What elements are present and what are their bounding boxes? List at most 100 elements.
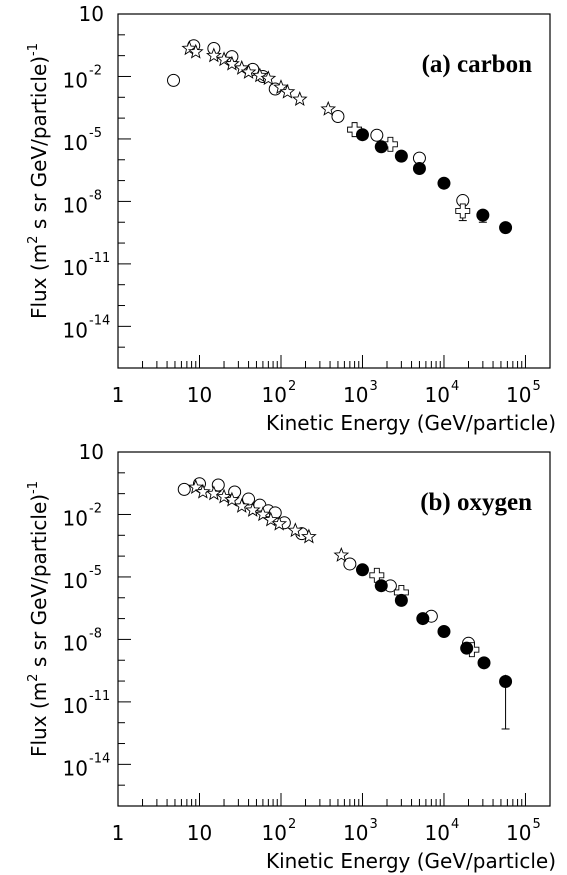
x-tick-label: 10: [343, 383, 368, 407]
open-star-point: [187, 43, 204, 59]
y-tick-label: 10: [63, 631, 88, 655]
open-star-point: [233, 59, 250, 75]
open-star-point: [333, 547, 350, 562]
open-star-point: [255, 506, 271, 522]
plot-frame: [117, 13, 551, 369]
x-tick-exponent: 5: [532, 379, 540, 394]
open-star-point: [216, 488, 232, 504]
y-axis-title-part: Flux (m: [27, 244, 51, 319]
y-tick-exponent: -2: [89, 63, 102, 78]
open-circle-point: [370, 128, 384, 142]
y-tick-label: 10: [63, 131, 88, 155]
y-tick-exponent: -2: [89, 501, 102, 516]
open-star-point: [187, 479, 204, 495]
y-tick-exponent: -11: [89, 251, 110, 266]
x-tick-label: 10: [262, 821, 287, 845]
filled-circle-point: [374, 579, 388, 593]
y-tick-label: 10: [63, 756, 88, 780]
y-axis-title-superscript: -1: [26, 481, 41, 494]
plot-frame: [117, 451, 551, 807]
open-circle-point: [343, 557, 357, 571]
filled-circle-point: [355, 563, 369, 577]
open-star-point: [224, 491, 240, 507]
x-axis-title: Kinetic Energy (GeV/particle): [266, 411, 556, 435]
x-tick-label: 10: [262, 383, 287, 407]
y-axis-title-part: Flux (m: [27, 682, 51, 757]
x-axis-title: Kinetic Energy (GeV/particle): [266, 849, 556, 873]
open-star-point: [251, 67, 268, 83]
x-tick-label: 10: [343, 821, 368, 845]
open-circle-point: [331, 109, 345, 123]
y-tick-exponent: -5: [89, 126, 102, 141]
x-tick-label: 10: [506, 383, 531, 407]
filled-circle-point: [437, 176, 451, 190]
x-tick-exponent: 4: [451, 817, 459, 832]
y-tick-exponent: -8: [89, 626, 102, 641]
y-axis-title: Flux (m2 s sr GeV/particle)-1: [26, 43, 51, 319]
x-tick-label: 10: [425, 821, 450, 845]
filled-circle-point: [394, 149, 408, 163]
open-star-point: [206, 47, 222, 63]
x-tick-exponent: 5: [532, 817, 540, 832]
y-tick-label: 10: [63, 318, 88, 342]
filled-circle-point: [437, 624, 451, 638]
y-tick-label: 10: [63, 256, 88, 280]
filled-circle-point: [499, 675, 513, 689]
open-star-point: [244, 501, 261, 517]
y-axis-title-superscript: 2: [26, 236, 41, 244]
y-tick-exponent: -8: [89, 188, 102, 203]
open-star-point: [224, 55, 240, 71]
open-star-point: [233, 497, 250, 513]
open-star-point: [240, 63, 257, 79]
y-axis-title-part: s sr GeV/particle): [27, 494, 51, 674]
open-star-point: [216, 51, 232, 67]
x-tick-exponent: 3: [369, 817, 377, 832]
x-tick-label: 1: [112, 383, 125, 407]
x-tick-exponent: 2: [288, 817, 296, 832]
open-star-point: [195, 483, 211, 499]
x-tick-label: 10: [187, 383, 212, 407]
y-tick-label: 10: [79, 2, 104, 26]
y-tick-label: 10: [63, 68, 88, 92]
open-cross-point: [455, 203, 471, 219]
open-circle-point: [177, 482, 191, 496]
y-tick-label: 10: [79, 440, 104, 464]
open-star-point: [181, 40, 198, 56]
filled-circle-point: [355, 128, 369, 142]
y-tick-exponent: -5: [89, 564, 102, 579]
x-tick-label: 1: [112, 821, 125, 845]
y-tick-label: 10: [63, 193, 88, 217]
y-tick-label: 10: [63, 694, 88, 718]
filled-circle-point: [460, 641, 474, 655]
x-tick-label: 10: [425, 383, 450, 407]
filled-circle-point: [394, 593, 408, 607]
panel-title: (a) carbon: [422, 51, 532, 78]
open-star-point: [206, 485, 222, 501]
open-star-point: [279, 83, 296, 99]
filled-circle-point: [416, 612, 430, 626]
x-tick-exponent: 3: [369, 379, 377, 394]
open-star-point: [262, 511, 279, 527]
open-star-point: [271, 515, 288, 531]
panel-title: (b) oxygen: [420, 489, 532, 516]
y-axis-title: Flux (m2 s sr GeV/particle)-1: [26, 481, 51, 757]
y-tick-exponent: -14: [89, 313, 110, 328]
y-tick-label: 10: [63, 506, 88, 530]
y-axis-title-superscript: -1: [26, 43, 41, 56]
filled-circle-point: [476, 208, 490, 222]
open-star-point: [320, 100, 337, 116]
y-axis-title-part: s sr GeV/particle): [27, 56, 51, 236]
open-star-point: [260, 70, 277, 86]
x-tick-label: 10: [187, 821, 212, 845]
filled-circle-point: [374, 140, 388, 154]
y-axis-title-superscript: 2: [26, 674, 41, 682]
x-tick-label: 10: [506, 821, 531, 845]
open-circle-point: [242, 492, 256, 506]
open-star-point: [287, 522, 304, 538]
y-tick-exponent: -14: [89, 751, 110, 766]
filled-circle-point: [412, 162, 426, 176]
y-tick-exponent: -11: [89, 689, 110, 704]
